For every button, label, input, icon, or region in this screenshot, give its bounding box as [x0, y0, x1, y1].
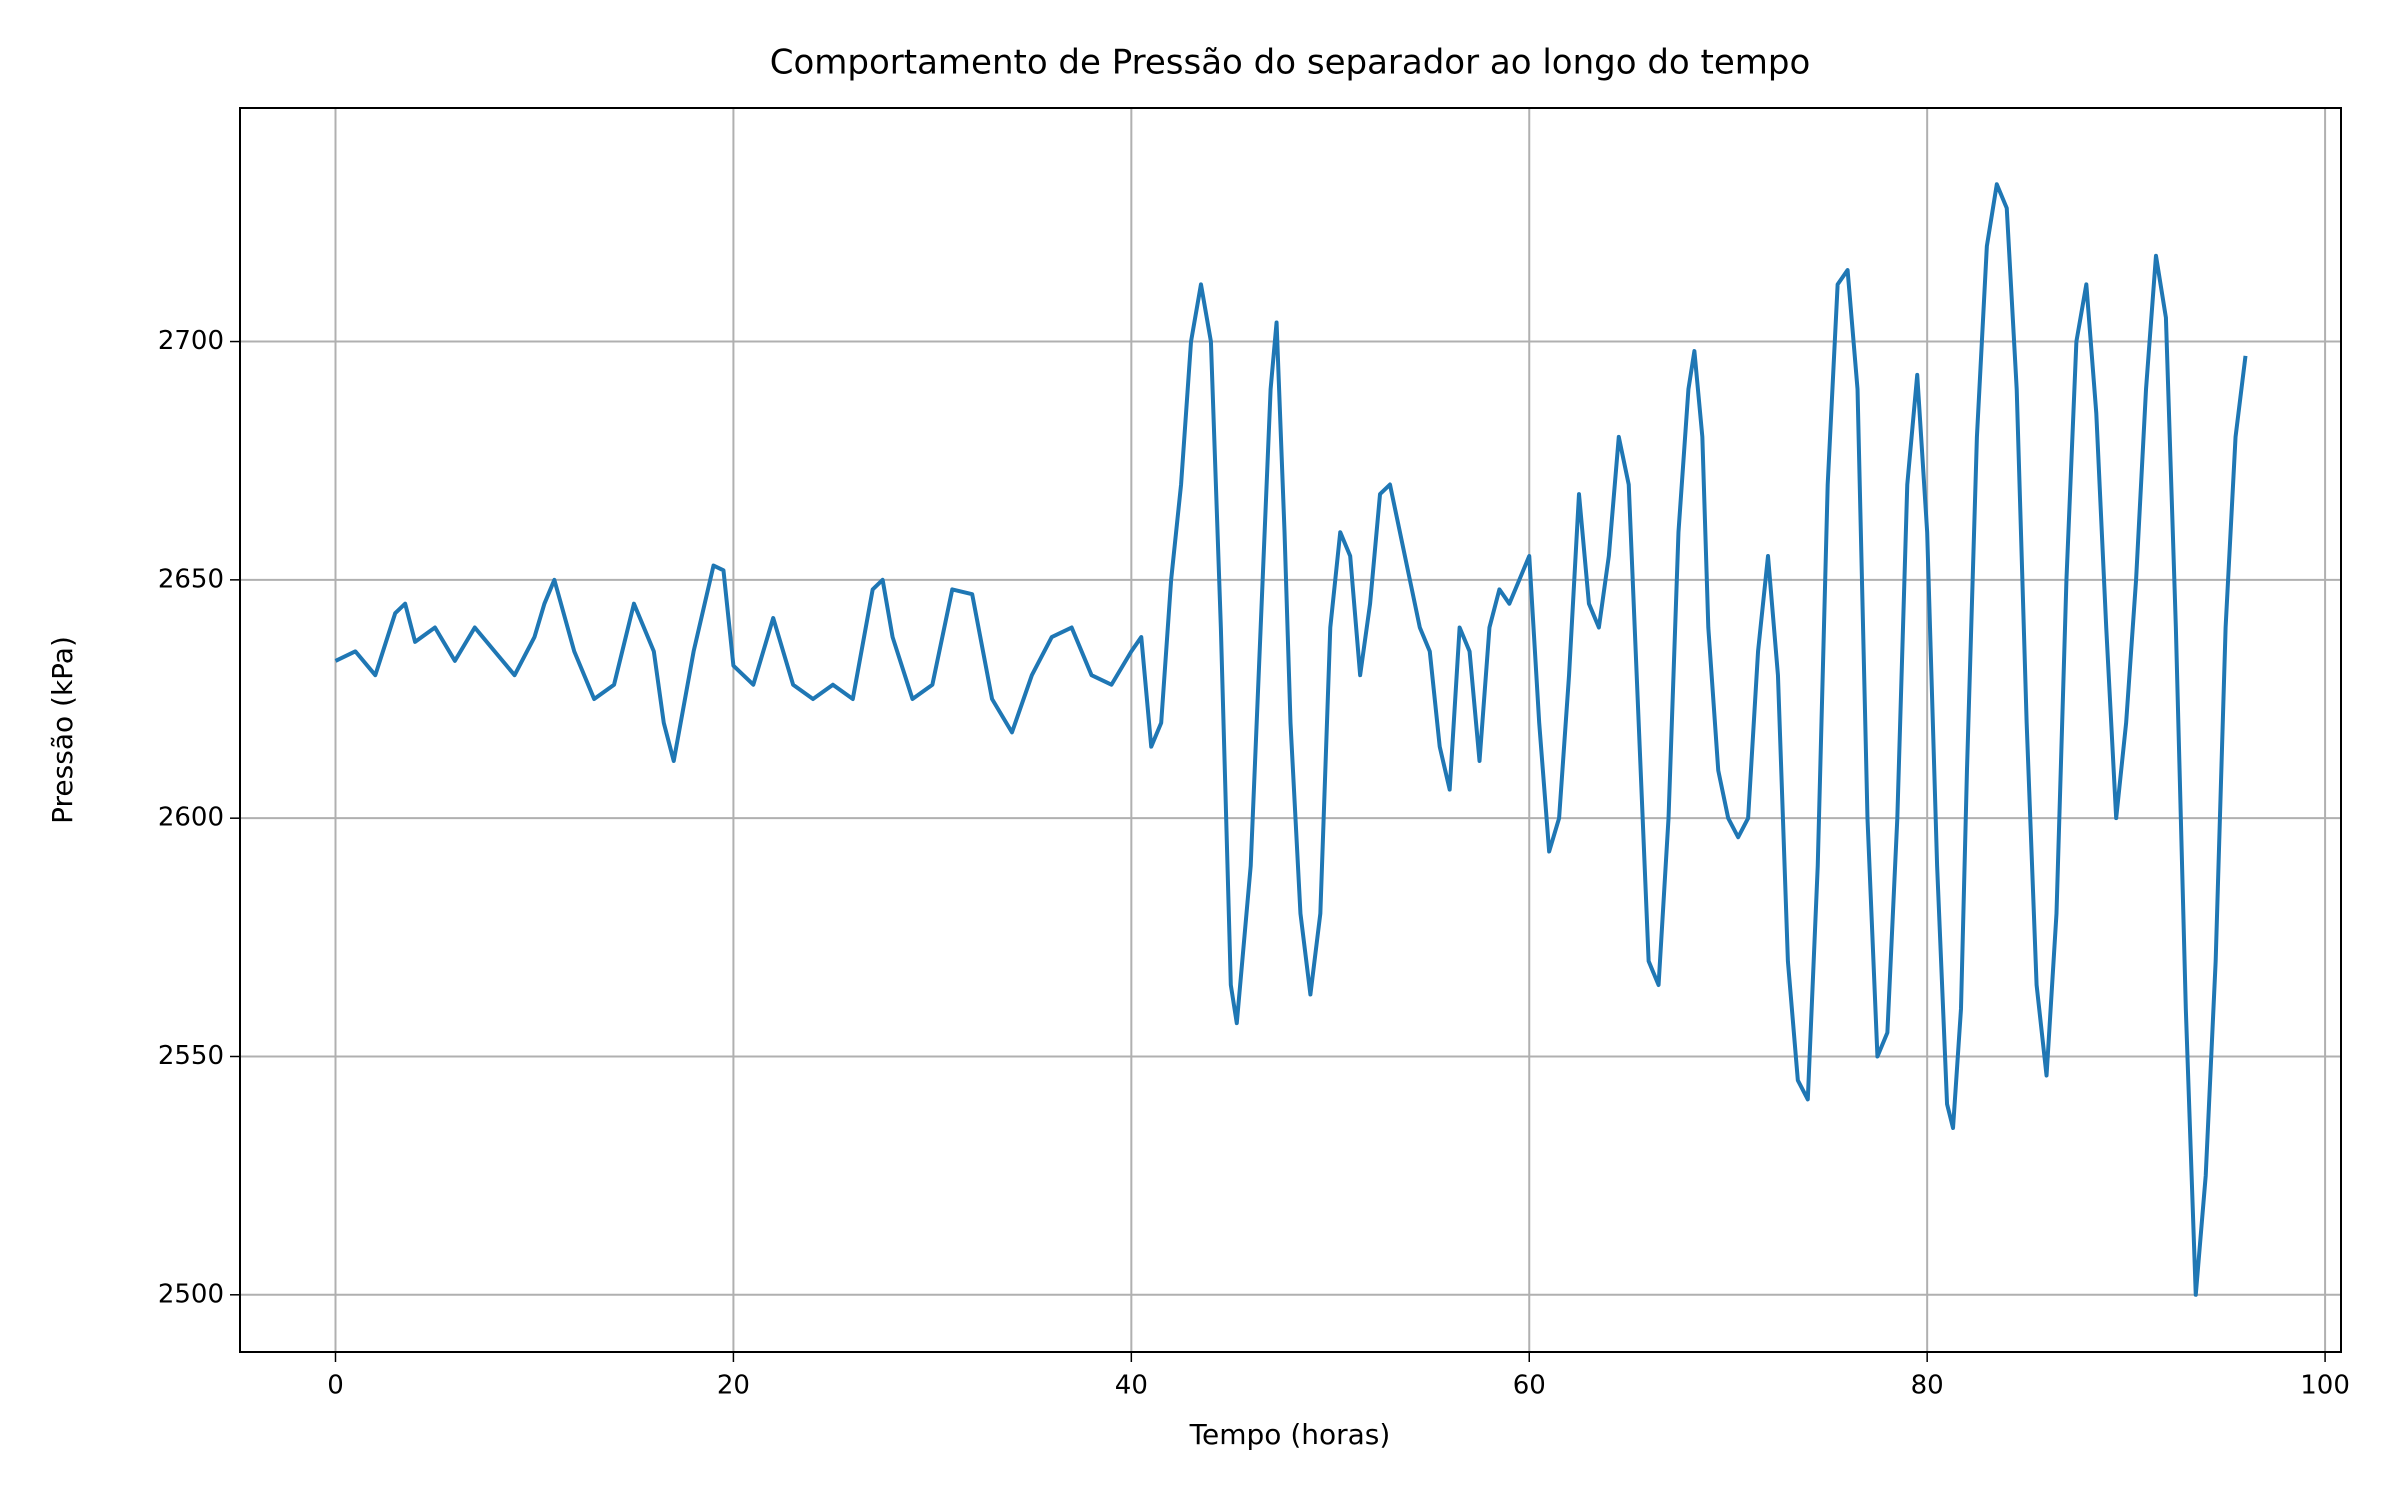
x-tick-label: 0: [327, 1371, 344, 1401]
data-line: [334, 182, 2248, 1297]
y-tick-label: 2600: [158, 803, 224, 833]
plot-frame: [239, 107, 2342, 1353]
y-tick-label: 2500: [158, 1279, 224, 1309]
chart-title: Comportamento de Pressão do separador ao…: [770, 43, 1811, 83]
x-tick-label: 100: [2300, 1371, 2350, 1401]
y-tick-label: 2650: [158, 564, 224, 594]
x-tick-label: 20: [717, 1371, 750, 1401]
y-axis-label: Pressão (kPa): [46, 636, 79, 824]
y-tick-label: 2550: [158, 1041, 224, 1071]
y-tick-label: 2700: [158, 326, 224, 356]
x-axis-label: Tempo (horas): [1189, 1418, 1391, 1451]
x-tick-label: 60: [1513, 1371, 1546, 1401]
x-tick-label: 80: [1911, 1371, 1944, 1401]
x-tick-label: 40: [1115, 1371, 1148, 1401]
